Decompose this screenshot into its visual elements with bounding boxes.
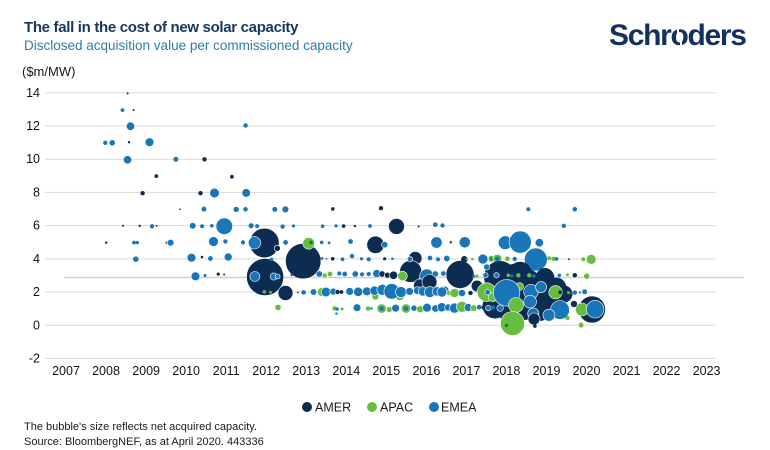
svg-text:2012: 2012 xyxy=(252,364,280,378)
svg-text:2015: 2015 xyxy=(372,364,400,378)
svg-text:2018: 2018 xyxy=(492,364,520,378)
svg-text:6: 6 xyxy=(33,219,40,233)
svg-text:2014: 2014 xyxy=(332,364,360,378)
svg-text:2010: 2010 xyxy=(172,364,200,378)
svg-text:-2: -2 xyxy=(29,352,40,366)
svg-text:4: 4 xyxy=(33,252,40,266)
svg-text:2017: 2017 xyxy=(452,364,480,378)
svg-text:EMEA: EMEA xyxy=(441,401,477,415)
svg-text:10: 10 xyxy=(26,152,40,166)
svg-text:2023: 2023 xyxy=(693,364,721,378)
svg-text:2: 2 xyxy=(33,285,40,299)
svg-text:2016: 2016 xyxy=(412,364,440,378)
svg-text:2021: 2021 xyxy=(613,364,641,378)
svg-text:12: 12 xyxy=(26,119,40,133)
svg-text:2011: 2011 xyxy=(213,364,240,378)
svg-text:0: 0 xyxy=(33,318,40,332)
svg-text:2013: 2013 xyxy=(292,364,320,378)
svg-text:2007: 2007 xyxy=(52,364,80,378)
svg-text:2019: 2019 xyxy=(533,364,561,378)
svg-text:2008: 2008 xyxy=(92,364,120,378)
svg-text:8: 8 xyxy=(33,185,40,199)
svg-text:2020: 2020 xyxy=(573,364,601,378)
svg-text:2009: 2009 xyxy=(132,364,160,378)
svg-text:2022: 2022 xyxy=(653,364,681,378)
svg-text:APAC: APAC xyxy=(380,401,413,415)
svg-text:14: 14 xyxy=(26,86,40,100)
svg-text:AMER: AMER xyxy=(315,401,351,415)
